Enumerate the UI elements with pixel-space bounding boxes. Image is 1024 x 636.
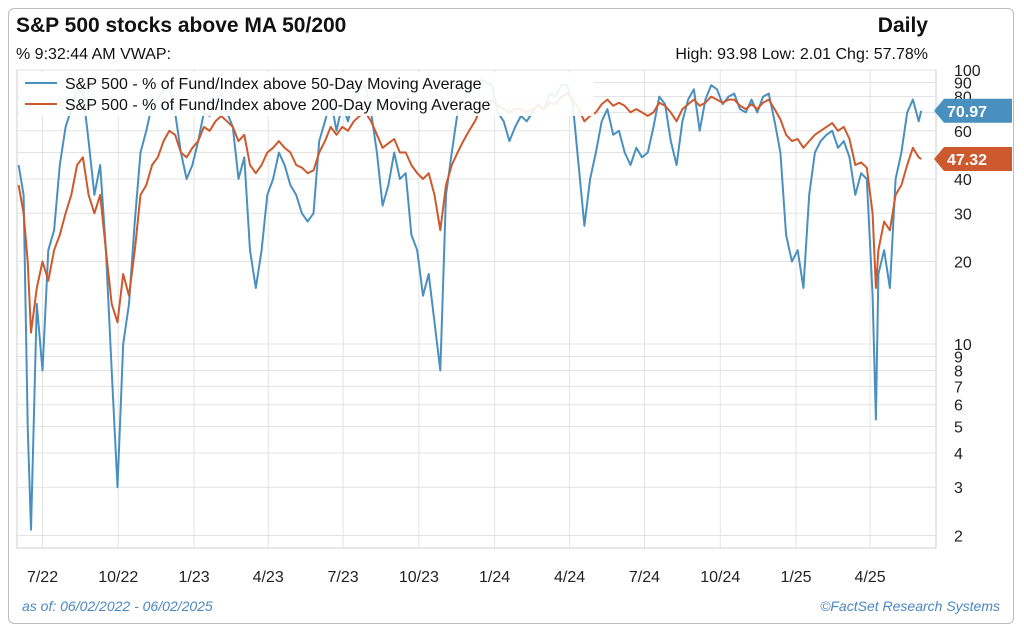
y-tick-label: 2 <box>954 528 963 545</box>
x-tick-label: 1/23 <box>178 569 209 586</box>
y-tick-label: 10 <box>954 337 972 354</box>
x-tick-label: 4/25 <box>855 569 886 586</box>
y-tick-label: 60 <box>954 124 972 141</box>
y-tick-label: 30 <box>954 206 972 223</box>
x-tick-label: 1/25 <box>780 569 811 586</box>
last-value-text: 70.97 <box>947 104 987 121</box>
x-tick-label: 10/23 <box>399 569 439 586</box>
chart-frame <box>8 8 1014 624</box>
source-footer: ©FactSet Research Systems <box>820 598 1000 614</box>
chart-title: S&P 500 stocks above MA 50/200 <box>16 14 347 37</box>
plot-area <box>16 69 937 549</box>
frequency-label: Daily <box>877 14 928 37</box>
y-tick-label: 6 <box>954 398 963 415</box>
y-tick-label: 100 <box>954 63 981 80</box>
x-tick-label: 7/24 <box>629 569 660 586</box>
x-tick-label: 1/24 <box>479 569 510 586</box>
legend-label: S&P 500 - % of Fund/Index above 200-Day … <box>65 97 491 114</box>
x-tick-label: 10/22 <box>98 569 138 586</box>
last-value-tag-ma200 <box>934 147 1012 172</box>
x-tick-label: 7/23 <box>328 569 359 586</box>
y-tick-label: 5 <box>954 419 963 436</box>
y-tick-label: 90 <box>954 76 972 93</box>
x-tick-label: 10/24 <box>700 569 740 586</box>
date-range-footer: as of: 06/02/2022 - 06/02/2025 <box>22 598 213 614</box>
y-tick-label: 20 <box>954 254 972 271</box>
y-tick-label: 8 <box>954 364 963 381</box>
last-value-tag-ma50 <box>934 98 1012 123</box>
y-tick-label: 3 <box>954 480 963 497</box>
x-tick-label: 4/23 <box>253 569 284 586</box>
stats-readout: High: 93.98 Low: 2.01 Chg: 57.78% <box>675 46 928 63</box>
y-tick-label: 7 <box>954 379 963 396</box>
legend-box <box>19 72 594 116</box>
chart-subtitle: % 9:32:44 AM VWAP: <box>16 46 172 63</box>
series-line-ma200 <box>17 92 922 334</box>
x-tick-label: 4/24 <box>554 569 585 586</box>
series-line-ma50 <box>17 78 923 531</box>
last-value-text: 47.32 <box>947 152 987 169</box>
legend-label: S&P 500 - % of Fund/Index above 50-Day M… <box>65 76 482 93</box>
y-tick-label: 4 <box>954 446 963 463</box>
x-tick-label: 7/22 <box>27 569 58 586</box>
y-tick-label: 9 <box>954 350 963 367</box>
y-tick-label: 40 <box>954 172 972 189</box>
